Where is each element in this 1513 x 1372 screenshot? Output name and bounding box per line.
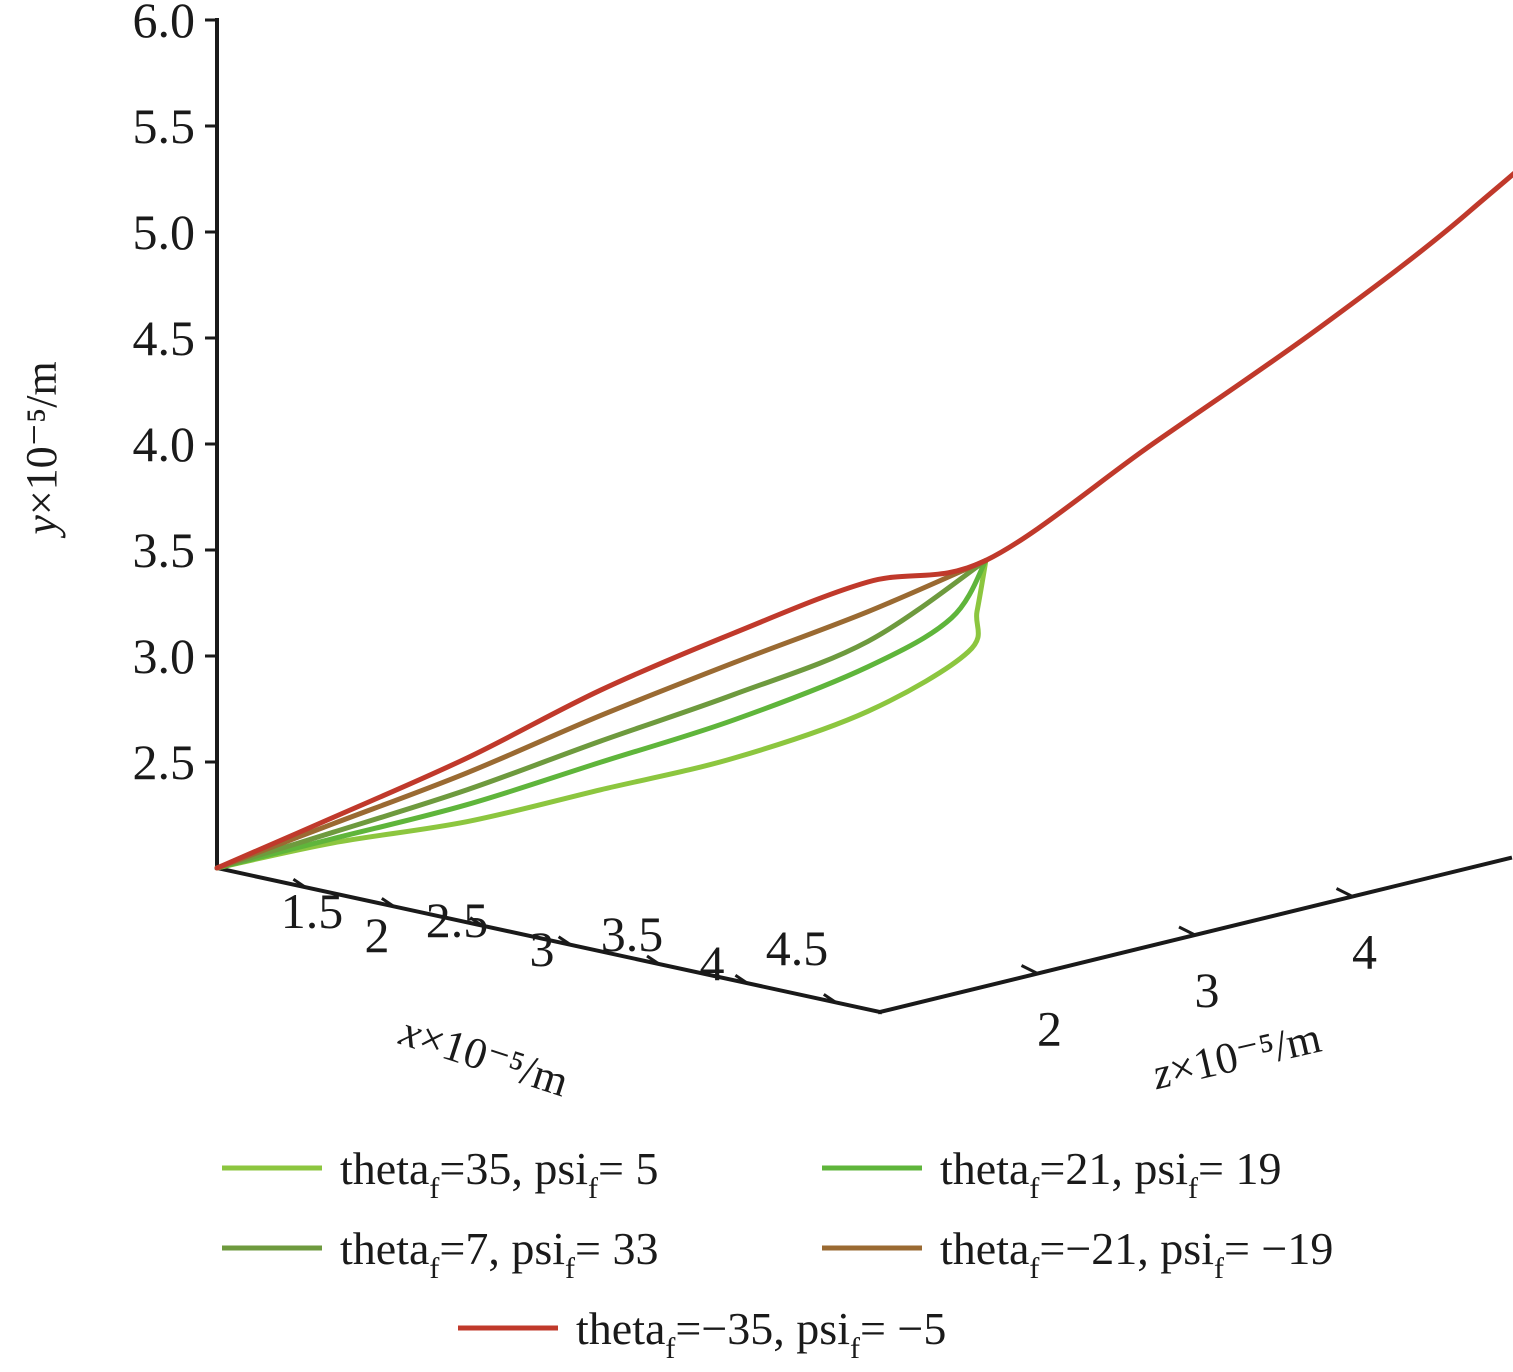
legend-label: thetaf=7, psif= 33 bbox=[340, 1223, 658, 1285]
y-tick-label: 5.5 bbox=[133, 98, 196, 154]
z-tick-mark bbox=[1178, 925, 1196, 937]
x-tick-label: 3.5 bbox=[601, 906, 664, 962]
y-axis-title-unit: ×10⁻⁵/m bbox=[17, 361, 66, 515]
legend-item-3: thetaf=7, psif= 33 bbox=[222, 1223, 658, 1285]
legend-label: thetaf=21, psif= 19 bbox=[940, 1143, 1281, 1205]
ticks: 2.5 3.0 3.5 4.0 4.5 5.0 5.5 6.0 1.5 2 2.5 3 3.5 4 4.5 2… bbox=[17, 0, 1377, 1106]
y-tick-label: 3.5 bbox=[133, 522, 196, 578]
legend-item-1: thetaf=35, psif= 5 bbox=[222, 1143, 658, 1205]
x-tick-label: 4.5 bbox=[766, 920, 829, 976]
z-tick-label: 2 bbox=[1037, 1001, 1062, 1057]
z-tick-mark bbox=[1335, 887, 1354, 898]
z-tick-label: 4 bbox=[1352, 924, 1377, 980]
x-tick-mark bbox=[469, 916, 484, 927]
series-line-1 bbox=[214, 557, 989, 871]
z-tick-label: 3 bbox=[1195, 962, 1220, 1018]
x-tick-mark bbox=[734, 973, 749, 985]
legend-label: thetaf=−21, psif= −19 bbox=[940, 1223, 1333, 1285]
y-axis-title-var: y bbox=[17, 515, 66, 539]
x-tick-label: 2.5 bbox=[426, 892, 489, 948]
legend-item-2: thetaf=21, psif= 19 bbox=[822, 1143, 1281, 1205]
legend-item-4: thetaf=−21, psif= −19 bbox=[822, 1223, 1333, 1285]
y-tick-label: 4.5 bbox=[133, 310, 196, 366]
x-tick-mark bbox=[557, 935, 572, 947]
series-line-3 bbox=[214, 557, 989, 871]
z-tick-mark bbox=[1020, 964, 1039, 975]
legend-label: thetaf=35, psif= 5 bbox=[340, 1143, 658, 1205]
x-tick-label: 2 bbox=[365, 907, 390, 963]
axes bbox=[214, 18, 1513, 1015]
x-tick-mark bbox=[822, 993, 837, 1004]
legend-item-5: thetaf=−35, psif= −5 bbox=[458, 1303, 946, 1365]
legend: thetaf=35, psif= 5 thetaf=21, psif= 19 the… bbox=[222, 1143, 1333, 1365]
y-tick-label: 2.5 bbox=[133, 734, 196, 790]
x-axis-line bbox=[214, 865, 883, 1015]
x-axis-title-unit: ×10⁻⁵/m bbox=[413, 1012, 574, 1106]
z-axis-title-unit: ×10⁻⁵/m bbox=[1165, 1013, 1326, 1095]
y-tick-label: 4.0 bbox=[133, 416, 196, 472]
y-tick-label: 5.0 bbox=[133, 204, 196, 260]
series-line-2 bbox=[214, 557, 989, 871]
series-line-5 bbox=[214, 171, 1513, 871]
y-tick-label: 6.0 bbox=[133, 0, 196, 48]
x-axis-title: x×10⁻⁵/m bbox=[394, 1006, 575, 1106]
x-tick-mark bbox=[646, 954, 660, 966]
x-tick-label: 1.5 bbox=[281, 883, 344, 939]
series-lines bbox=[214, 171, 1513, 871]
x-tick-mark bbox=[380, 897, 395, 908]
z-axis-title: z×10⁻⁵/m bbox=[1147, 1013, 1326, 1099]
y-tick-label: 3.0 bbox=[133, 628, 196, 684]
x-tick-label: 3 bbox=[530, 921, 555, 977]
x-tick-label: 4 bbox=[700, 935, 725, 991]
series-line-4 bbox=[214, 557, 989, 871]
x-tick-mark bbox=[292, 877, 307, 889]
y-axis-title: y×10⁻⁵/m bbox=[17, 361, 66, 538]
legend-label: thetaf=−35, psif= −5 bbox=[576, 1303, 946, 1365]
